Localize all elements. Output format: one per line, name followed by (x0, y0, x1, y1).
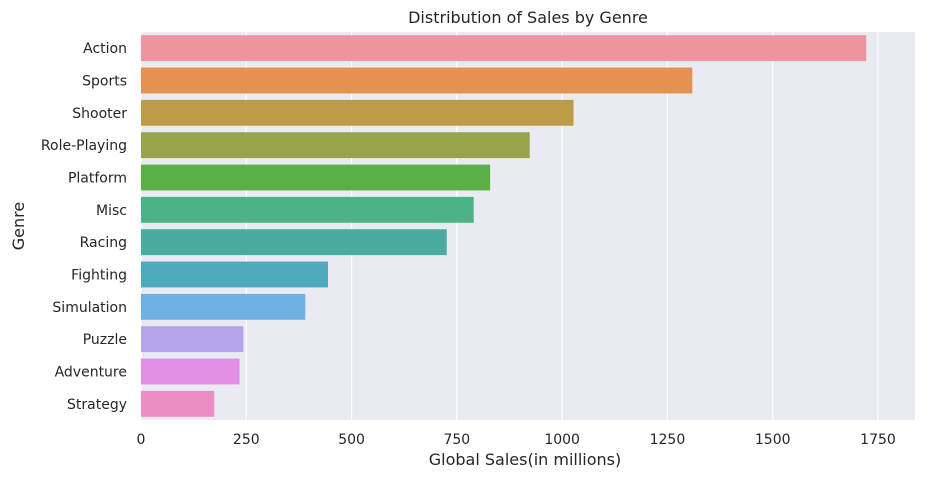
x-axis-label: Global Sales(in millions) (429, 450, 622, 469)
bar-shooter (141, 99, 574, 126)
bar-fighting (141, 261, 328, 288)
y-tick-label: Simulation (52, 300, 127, 316)
y-tick-label: Puzzle (83, 332, 127, 348)
bar-sports (141, 67, 693, 94)
x-tick-label: 250 (233, 432, 260, 448)
y-tick-label: Role-Playing (41, 138, 127, 154)
bar-role-playing (141, 132, 530, 159)
bar-adventure (141, 358, 240, 385)
bar-simulation (141, 293, 306, 320)
y-tick-label: Sports (82, 74, 127, 90)
bar-action (141, 35, 867, 62)
gridlines (140, 32, 879, 420)
y-tick-labels: Action Sports Shooter Role-Playing Platform M… (41, 41, 127, 413)
y-tick-label: Shooter (72, 106, 127, 122)
y-tick-label: Misc (96, 203, 127, 219)
x-tick-label: 0 (137, 432, 146, 448)
bar-strategy (141, 390, 215, 417)
x-tick-label: 1500 (755, 432, 791, 448)
bar-misc (141, 196, 474, 223)
bar-puzzle (141, 326, 244, 353)
x-tick-label: 750 (443, 432, 470, 448)
y-tick-label: Fighting (71, 268, 127, 284)
chart-title: Distribution of Sales by Genre (408, 8, 648, 27)
plot-background (141, 32, 915, 420)
y-axis-label: Genre (9, 202, 28, 250)
bar-racing (141, 229, 447, 256)
y-tick-label: Racing (80, 235, 127, 251)
y-tick-label: Action (83, 41, 127, 57)
x-tick-labels: 0 250 500 750 1000 1250 1500 1750 (137, 432, 896, 448)
x-tick-label: 1750 (860, 432, 896, 448)
x-tick-label: 1250 (650, 432, 686, 448)
x-tick-label: 500 (338, 432, 365, 448)
y-tick-label: Adventure (55, 365, 127, 381)
x-tick-label: 1000 (544, 432, 580, 448)
bars (141, 35, 867, 417)
y-tick-label: Platform (68, 171, 127, 187)
y-tick-label: Strategy (67, 397, 127, 413)
bar-platform (141, 164, 491, 191)
